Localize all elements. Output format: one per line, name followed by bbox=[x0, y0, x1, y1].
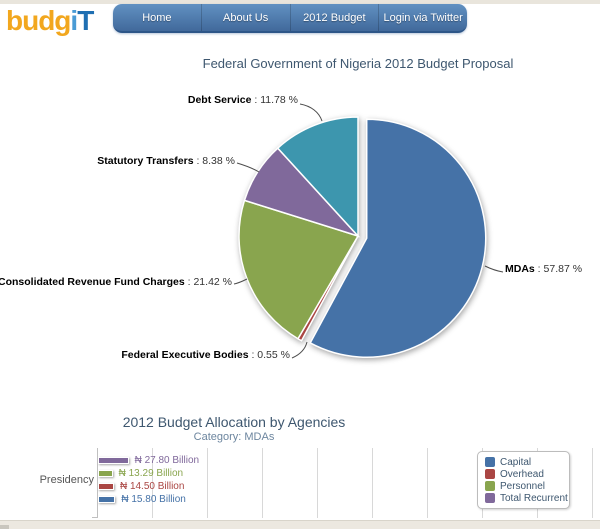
bar-value-total-recurrent: ₦ 27.80 Billion bbox=[134, 455, 200, 466]
pie-label-mdas: MDAs : 57.87 % bbox=[505, 263, 583, 275]
pie-label-connectors bbox=[233, 103, 504, 359]
connector-debt-service bbox=[299, 103, 323, 122]
connector-statutory-transfers bbox=[236, 162, 260, 173]
bar-value-overhead: ₦ 14.50 Billion bbox=[119, 481, 185, 492]
pie-chart bbox=[233, 103, 504, 359]
pie-label-federal-executive-bodies: Federal Executive Bodies : 0.55 % bbox=[121, 349, 290, 361]
gridline bbox=[372, 448, 373, 518]
gridline bbox=[152, 448, 153, 518]
bar-overhead[interactable] bbox=[98, 483, 114, 490]
pie-chart-title: Federal Government of Nigeria 2012 Budge… bbox=[202, 56, 514, 71]
gridline bbox=[592, 448, 593, 518]
legend-swatch-icon bbox=[485, 457, 495, 467]
gridline bbox=[207, 448, 208, 518]
bar-personnel[interactable] bbox=[98, 470, 113, 477]
legend-swatch-icon bbox=[485, 469, 495, 479]
logo-part-i: i bbox=[70, 5, 78, 36]
bar-chart-subtitle: Category: MDAs bbox=[193, 431, 275, 443]
nav-item-2012-budget[interactable]: 2012 Budget bbox=[289, 4, 379, 31]
bar-chart-legend: Capital Overhead Personnel Total Recurrent bbox=[477, 451, 570, 509]
nav-item-login-via-twitter[interactable]: Login via Twitter bbox=[378, 4, 467, 31]
legend-item-overhead[interactable]: Overhead bbox=[485, 468, 562, 480]
pie-slice-consolidated-revenue-fund-charges[interactable] bbox=[238, 199, 360, 340]
legend-label: Overhead bbox=[500, 468, 544, 480]
pie-label-statutory-transfers: Statutory Transfers : 8.38 % bbox=[97, 155, 235, 167]
legend-swatch-icon bbox=[485, 481, 495, 491]
connector-crfc bbox=[233, 278, 248, 285]
pie-slice-debt-service[interactable] bbox=[276, 116, 359, 238]
nav-item-about-us[interactable]: About Us bbox=[200, 4, 290, 31]
bar-chart-axis-tick bbox=[92, 517, 97, 518]
category-label-presidency: Presidency bbox=[39, 474, 94, 486]
bar-chart-title: 2012 Budget Allocation by Agencies bbox=[122, 414, 346, 430]
legend-label: Total Recurrent bbox=[500, 492, 568, 504]
logo-part-t: T bbox=[77, 5, 94, 36]
legend-swatch-icon bbox=[485, 493, 495, 503]
legend-item-personnel[interactable]: Personnel bbox=[485, 480, 562, 492]
pie-label-consolidated-revenue-fund-charges: Consolidated Revenue Fund Charges : 21.4… bbox=[0, 276, 232, 288]
page-top-strip bbox=[0, 0, 600, 4]
connector-federal-executive-bodies bbox=[291, 341, 308, 359]
legend-label: Personnel bbox=[500, 480, 546, 492]
legend-item-total-recurrent[interactable]: Total Recurrent bbox=[485, 492, 568, 504]
page-bottom-corner bbox=[0, 525, 9, 529]
gridline bbox=[262, 448, 263, 518]
logo-part-budg: budg bbox=[6, 5, 71, 36]
main-nav: Home About Us 2012 Budget Login via Twitter bbox=[113, 4, 467, 33]
bar-value-personnel: ₦ 13.29 Billion bbox=[118, 468, 184, 479]
bar-total-recurrent[interactable] bbox=[98, 457, 129, 464]
budgit-logo[interactable]: budgiT bbox=[6, 5, 94, 37]
pie-label-debt-service: Debt Service : 11.78 % bbox=[187, 94, 298, 106]
bar-chart-axis-line bbox=[97, 448, 98, 518]
page-bottom-bar bbox=[0, 520, 600, 529]
legend-item-capital[interactable]: Capital bbox=[485, 456, 562, 468]
connector-mdas bbox=[484, 265, 504, 273]
legend-label: Capital bbox=[500, 456, 532, 468]
bar-value-capital: ₦ 15.80 Billion bbox=[121, 494, 186, 505]
gridline bbox=[317, 448, 318, 518]
pie-slice-mdas[interactable] bbox=[309, 118, 487, 358]
bar-capital[interactable] bbox=[98, 496, 116, 503]
gridline bbox=[427, 448, 428, 518]
nav-item-home[interactable]: Home bbox=[142, 11, 172, 24]
